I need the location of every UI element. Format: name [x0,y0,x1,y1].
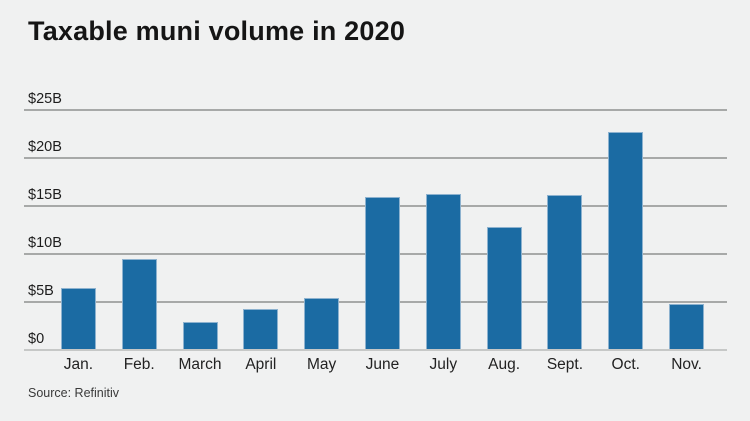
x-tick-label: May [307,356,337,373]
x-tick-label: June [365,356,400,373]
plot-area: $0 $5B $10B $15B $20B $25B Jan. Feb. March April M… [24,91,727,373]
y-tick-label: $10B [28,235,62,251]
x-tick-label: Oct. [611,356,640,373]
gridline [24,157,727,159]
x-tick-label: July [429,356,458,373]
bar-april [243,308,279,350]
x-axis-line [24,349,727,351]
x-tick-label: Jan. [63,356,94,373]
bar-june [365,197,400,350]
y-tick-label: $25B [28,91,62,107]
x-tick-label: March [178,356,222,373]
bar-feb [121,258,157,350]
bar-march [182,322,218,350]
bar-jan [60,287,96,350]
bar-may [304,298,340,350]
bar-nov [669,303,705,350]
bar-oct [608,132,644,350]
y-tick-label: $5B [28,283,54,299]
x-tick-label: Aug. [488,356,521,373]
x-tick-label: Nov. [671,356,702,373]
y-tick-label: $15B [28,187,62,203]
bar-july [425,194,461,350]
x-tick-label: Sept. [546,356,584,373]
bar-sept [547,195,583,350]
x-tick-label: Feb. [123,356,155,373]
bar-aug [486,227,522,350]
chart-title: Taxable muni volume in 2020 [28,16,406,46]
x-tick-label: April [245,356,277,373]
y-tick-label: $20B [28,139,62,155]
source-note: Source: Refinitiv [28,386,120,400]
y-tick-label: $0 [28,331,45,347]
gridline [24,109,727,111]
